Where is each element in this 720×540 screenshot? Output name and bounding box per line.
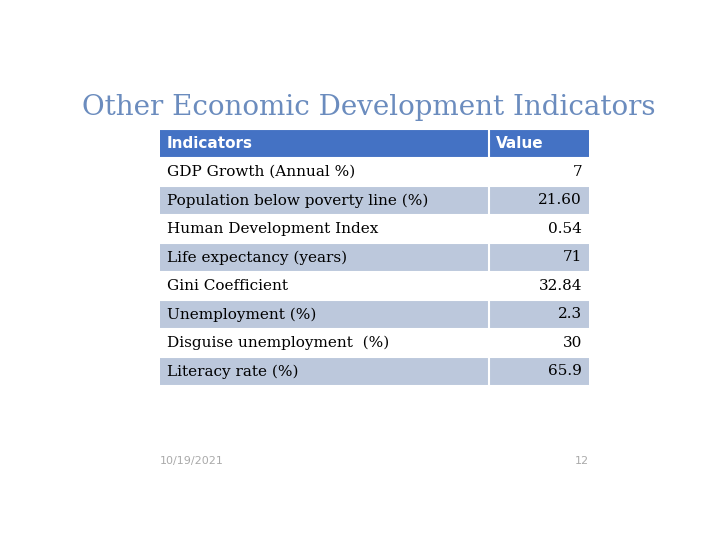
Text: Indicators: Indicators — [167, 136, 253, 151]
Text: Gini Coefficient: Gini Coefficient — [167, 279, 288, 293]
Bar — [489, 329, 590, 357]
Bar — [489, 215, 590, 243]
Bar — [160, 215, 489, 243]
Bar — [160, 129, 489, 158]
Bar — [160, 272, 489, 300]
Text: 30: 30 — [563, 336, 582, 350]
Bar — [489, 129, 590, 158]
Bar — [489, 272, 590, 300]
Bar — [489, 386, 590, 414]
Text: GDP Growth (Annual %): GDP Growth (Annual %) — [167, 165, 355, 179]
Text: Human Development Index: Human Development Index — [167, 222, 379, 236]
Text: 12: 12 — [575, 456, 590, 466]
Text: 2.3: 2.3 — [558, 307, 582, 321]
Bar — [160, 386, 489, 414]
Bar — [160, 186, 489, 215]
Text: Life expectancy (years): Life expectancy (years) — [167, 250, 347, 265]
Text: 7: 7 — [572, 165, 582, 179]
Text: 65.9: 65.9 — [549, 364, 582, 379]
Text: Population below poverty line (%): Population below poverty line (%) — [167, 193, 428, 208]
Bar — [489, 243, 590, 272]
Text: 21.60: 21.60 — [539, 193, 582, 207]
Bar — [160, 158, 489, 186]
Text: 0.54: 0.54 — [549, 222, 582, 236]
Text: Literacy rate (%): Literacy rate (%) — [167, 364, 299, 379]
Text: Other Economic Development Indicators: Other Economic Development Indicators — [82, 94, 656, 121]
Bar — [160, 243, 489, 272]
Bar — [489, 357, 590, 386]
Text: Disguise unemployment  (%): Disguise unemployment (%) — [167, 336, 390, 350]
Bar — [160, 329, 489, 357]
Text: Unemployment (%): Unemployment (%) — [167, 307, 316, 322]
Bar — [489, 158, 590, 186]
Text: 32.84: 32.84 — [539, 279, 582, 293]
Bar — [160, 300, 489, 329]
Bar — [160, 357, 489, 386]
Bar — [489, 300, 590, 329]
Text: 71: 71 — [563, 251, 582, 265]
Text: Value: Value — [496, 136, 544, 151]
Text: 10/19/2021: 10/19/2021 — [160, 456, 224, 466]
Bar — [489, 186, 590, 215]
